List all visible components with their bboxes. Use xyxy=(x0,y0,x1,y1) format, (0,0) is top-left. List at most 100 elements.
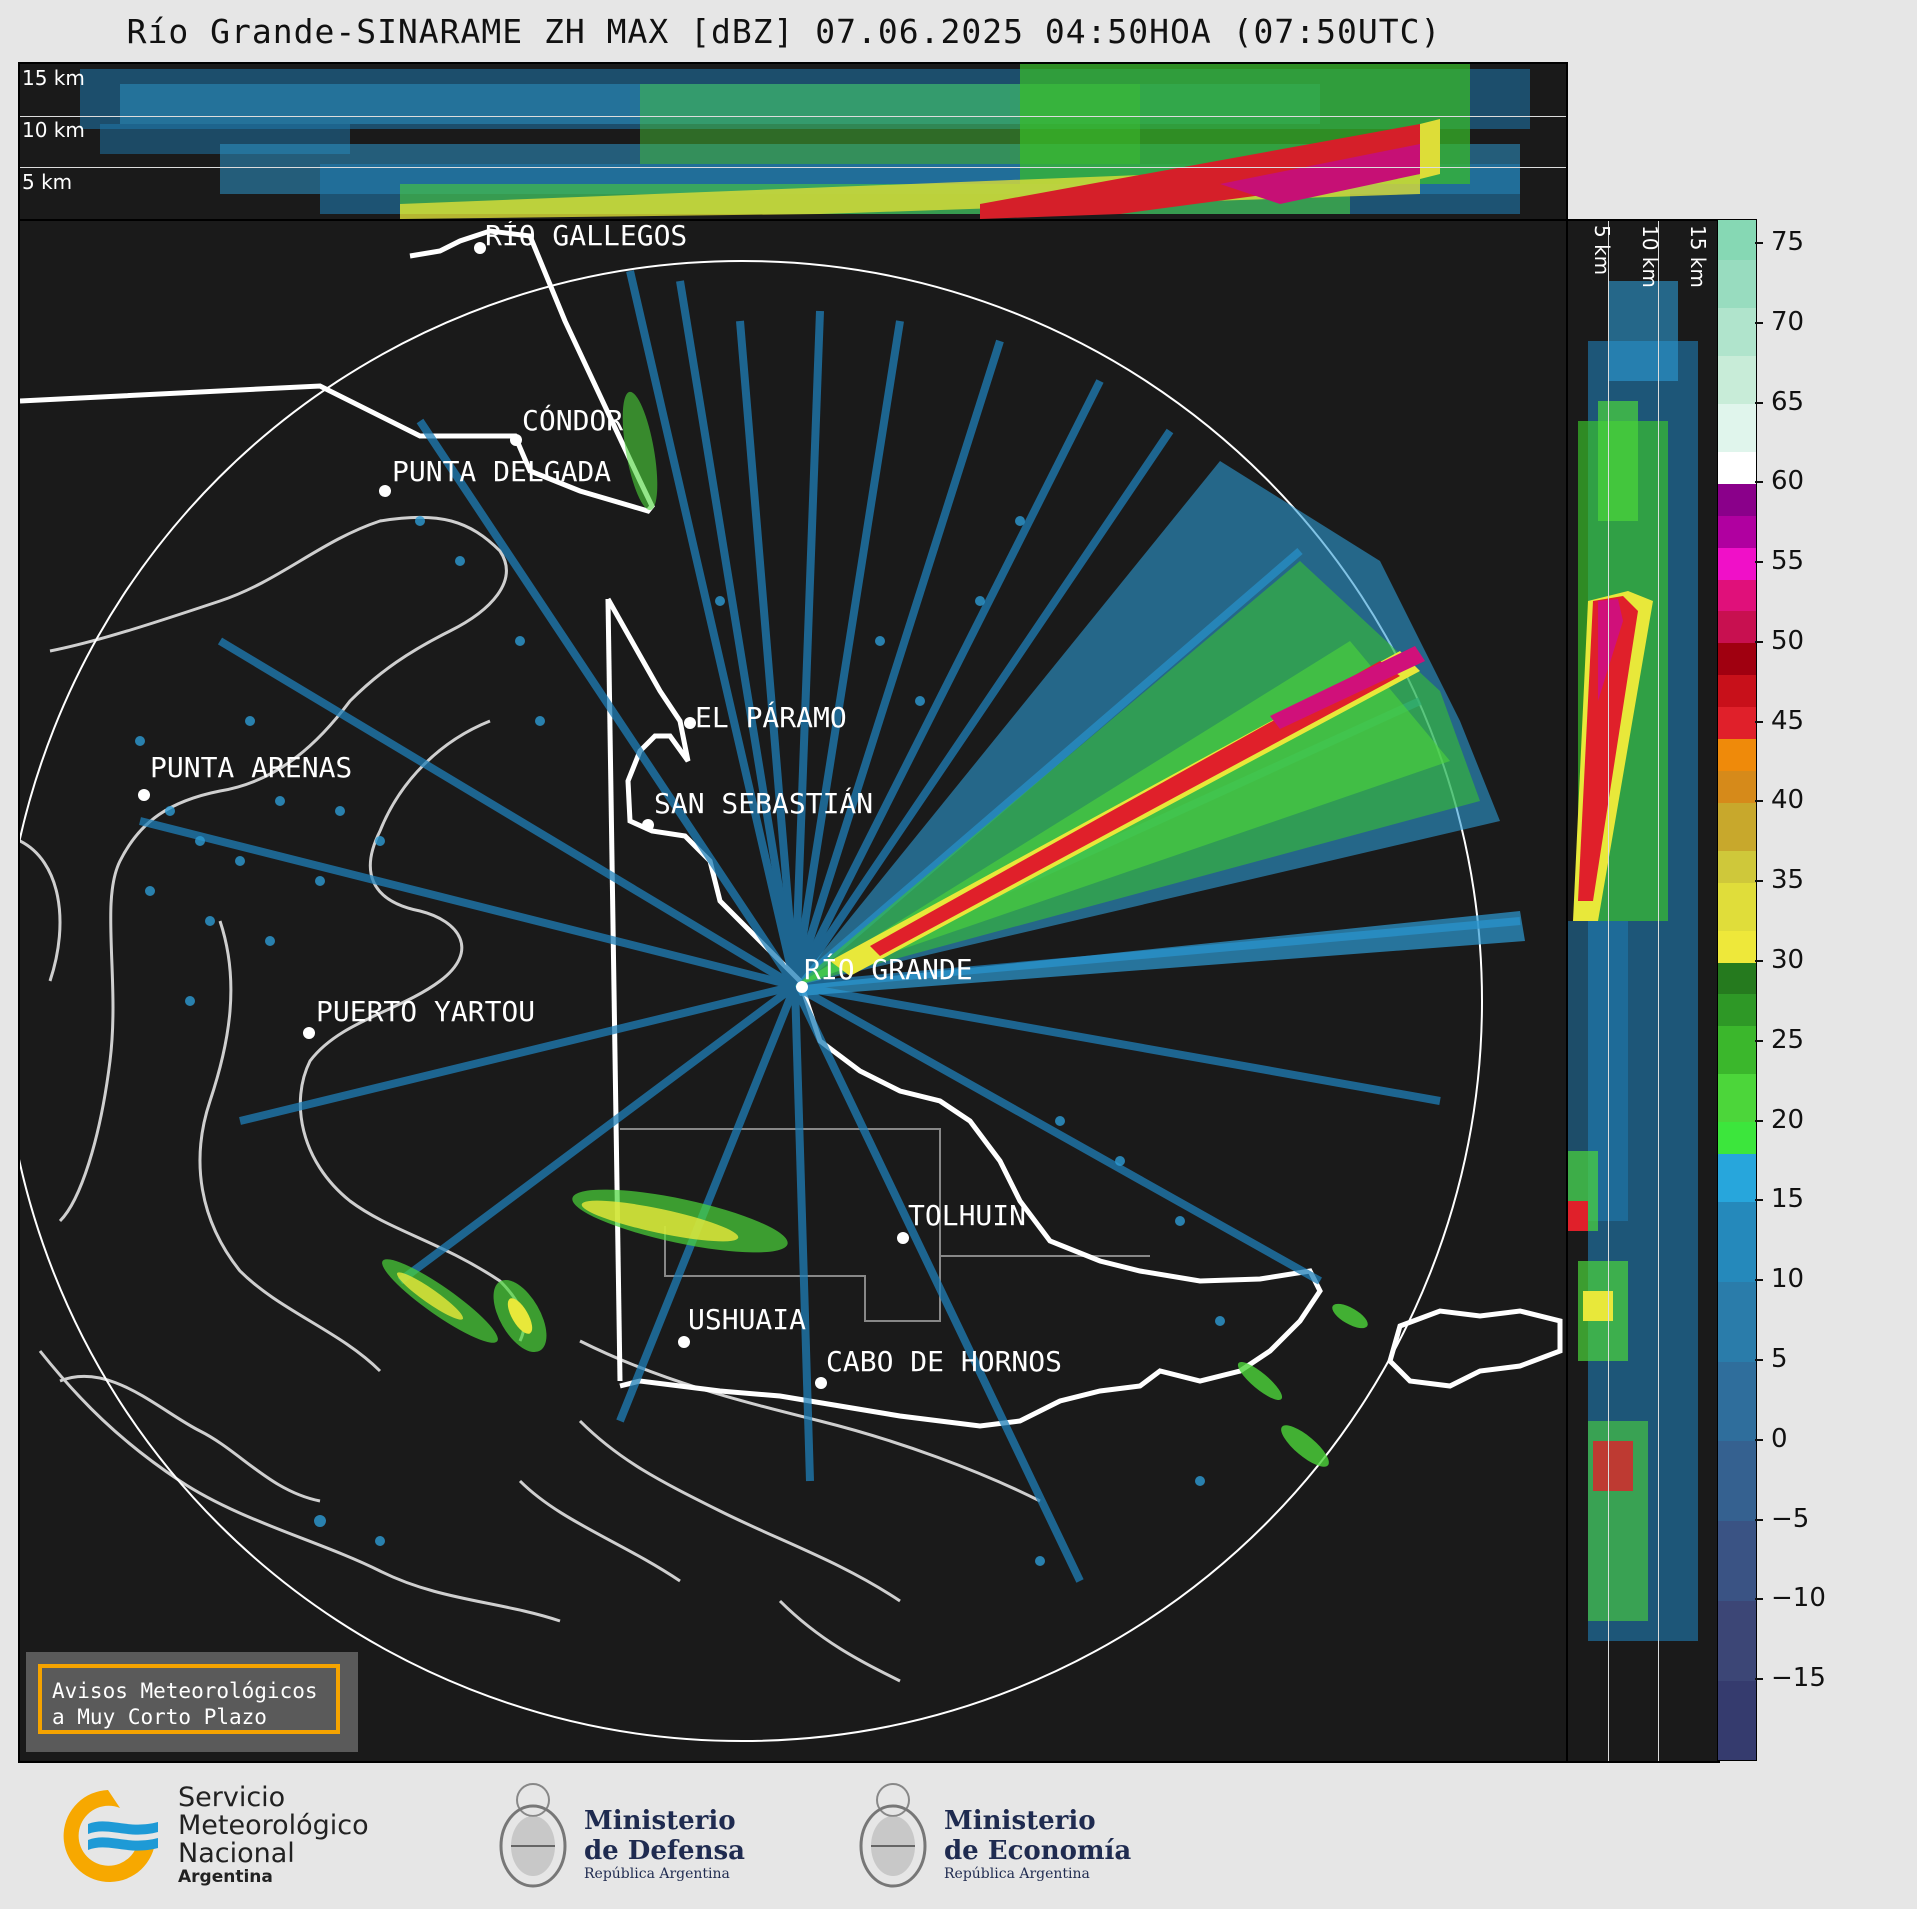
colorbar-tick-label: 70 xyxy=(1755,307,1804,337)
colorbar-tick-label: 65 xyxy=(1755,387,1804,417)
city-label-rio-grande: RÍO GRANDE xyxy=(804,953,973,986)
top-cross-section: 15 km 10 km 5 km xyxy=(18,62,1568,221)
alert-box-frame: Avisos Meteorológicos a Muy Corto Plazo xyxy=(38,1664,340,1734)
colorbar-segment xyxy=(1718,403,1756,452)
colorbar-tick-label: −5 xyxy=(1755,1504,1809,1534)
economia-line-1: Ministerio xyxy=(944,1806,1096,1836)
economia-logo-text: Ministerio de Economía República Argenti… xyxy=(944,1806,1131,1882)
colorbar-tick-label: 25 xyxy=(1755,1025,1804,1055)
radar-echoes xyxy=(135,270,1525,1583)
colorbar-segment xyxy=(1718,706,1756,740)
colorbar-tick-label: 30 xyxy=(1755,945,1804,975)
city-dot-rio-gallegos xyxy=(474,242,486,254)
city-dot-san-sebastian xyxy=(642,819,654,831)
city-label-el-paramo: EL PÁRAMO xyxy=(695,701,847,734)
colorbar-tick-label: 20 xyxy=(1755,1105,1804,1135)
colorbar-segment xyxy=(1718,579,1756,612)
smn-logo-text: Servicio Meteorológico Nacional Argentin… xyxy=(178,1782,369,1887)
alert-line-2: a Muy Corto Plazo xyxy=(52,1705,267,1729)
argentina-seal-icon-2 xyxy=(855,1776,931,1896)
colorbar-segment xyxy=(1718,220,1756,261)
smn-logo-icon xyxy=(58,1786,178,1886)
radar-range-circle xyxy=(20,260,1483,1742)
city-dot-rio-grande xyxy=(796,981,808,993)
alert-box: Avisos Meteorológicos a Muy Corto Plazo xyxy=(26,1652,358,1752)
city-dot-condor xyxy=(510,434,522,446)
argentina-seal-icon xyxy=(495,1776,571,1896)
colorbar-segment xyxy=(1718,355,1756,405)
city-dot-el-paramo xyxy=(684,717,696,729)
colorbar-segment xyxy=(1718,483,1756,516)
city-label-tolhuin: TOLHUIN xyxy=(908,1199,1027,1232)
colorbar-tick-label: 50 xyxy=(1755,626,1804,656)
city-label-puerto-yartou: PUERTO YARTOU xyxy=(316,995,536,1028)
smn-line-1: Servicio xyxy=(178,1782,286,1813)
colorbar-segment xyxy=(1718,1121,1756,1155)
city-dot-cabo-de-hornos xyxy=(815,1377,827,1389)
defensa-line-2: de Defensa xyxy=(584,1836,745,1866)
colorbar-segment xyxy=(1718,930,1756,963)
city-label-punta-arenas: PUNTA ARENAS xyxy=(150,751,353,784)
radar-map-graphics xyxy=(20,228,1563,1742)
colorbar-tick-label: 5 xyxy=(1755,1344,1788,1374)
colorbar-segment xyxy=(1718,1025,1756,1075)
colorbar-segment xyxy=(1718,1281,1756,1362)
top-alt-label-15: 15 km xyxy=(22,66,85,90)
colorbar-segment xyxy=(1718,307,1756,357)
smn-line-4: Argentina xyxy=(178,1867,273,1887)
defensa-logo-text: Ministerio de Defensa República Argentin… xyxy=(584,1806,745,1882)
colorbar-tick-label: −10 xyxy=(1755,1583,1826,1613)
colorbar-tick-label: 45 xyxy=(1755,706,1804,736)
colorbar-segment xyxy=(1718,962,1756,995)
radar-map: RÍO GALLEGOS CÓNDOR PUNTA DELGADA EL PÁR… xyxy=(18,219,1568,1763)
colorbar-segment xyxy=(1718,547,1756,580)
colorbar-tick-label: 55 xyxy=(1755,546,1804,576)
colorbar-tick-label: 40 xyxy=(1755,785,1804,815)
city-dot-ushuaia xyxy=(678,1336,690,1348)
colorbar-tick-label: 0 xyxy=(1755,1424,1788,1454)
smn-line-2: Meteorológico xyxy=(178,1810,369,1841)
city-dot-punta-arenas xyxy=(138,789,150,801)
city-label-condor: CÓNDOR xyxy=(522,404,624,437)
colorbar-segment xyxy=(1718,1361,1756,1442)
city-label-cabo-de-hornos: CABO DE HORNOS xyxy=(826,1345,1063,1378)
side-section-echoes xyxy=(1568,281,1698,1641)
city-label-ushuaia: USHUAIA xyxy=(688,1303,807,1336)
side-alt-label-5: 5 km xyxy=(1590,225,1614,276)
colorbar-tick-label: 10 xyxy=(1755,1264,1804,1294)
colorbar-segment xyxy=(1718,610,1756,644)
colorbar-tick-label: −15 xyxy=(1755,1663,1826,1693)
colorbar-segment xyxy=(1718,1153,1756,1202)
city-label-san-sebastian: SAN SEBASTIÁN xyxy=(654,787,874,820)
city-dot-tolhuin xyxy=(897,1232,909,1244)
colorbar-segment xyxy=(1718,1600,1756,1681)
defensa-line-1: Ministerio xyxy=(584,1806,736,1836)
colorbar-tick-label: 15 xyxy=(1755,1184,1804,1214)
colorbar-segment xyxy=(1718,642,1756,676)
map-title: Río Grande-SINARAME ZH MAX [dBZ] 07.06.2… xyxy=(126,12,1442,51)
city-dot-puerto-yartou xyxy=(303,1027,315,1039)
top-alt-label-10: 10 km xyxy=(22,118,85,142)
city-label-punta-delgada: PUNTA DELGADA xyxy=(392,455,612,488)
economia-line-2: de Economía xyxy=(944,1836,1132,1866)
colorbar-segment xyxy=(1718,674,1756,708)
colorbar-tick-label: 75 xyxy=(1755,227,1804,257)
colorbar-segment xyxy=(1718,259,1756,309)
city-label-rio-gallegos: RÍO GALLEGOS xyxy=(485,219,688,252)
top-section-echoes xyxy=(80,64,1530,219)
colorbar-segment xyxy=(1718,1201,1756,1282)
alert-line-1: Avisos Meteorológicos xyxy=(52,1679,318,1703)
colorbar-segment xyxy=(1718,850,1756,883)
city-dot-punta-delgada xyxy=(379,485,391,497)
colorbar-segment xyxy=(1718,770,1756,803)
colorbar-segment xyxy=(1718,802,1756,851)
colorbar-segment xyxy=(1718,738,1756,772)
colorbar-segment xyxy=(1718,1073,1756,1123)
colorbar-segment xyxy=(1718,1440,1756,1522)
province-border xyxy=(620,1128,1150,1322)
economia-line-3: República Argentina xyxy=(944,1866,1090,1882)
side-cross-section: 5 km 10 km 15 km xyxy=(1566,219,1720,1763)
side-alt-label-10: 10 km xyxy=(1638,225,1662,288)
defensa-line-3: República Argentina xyxy=(584,1866,730,1882)
colorbar-segment xyxy=(1718,1520,1756,1601)
